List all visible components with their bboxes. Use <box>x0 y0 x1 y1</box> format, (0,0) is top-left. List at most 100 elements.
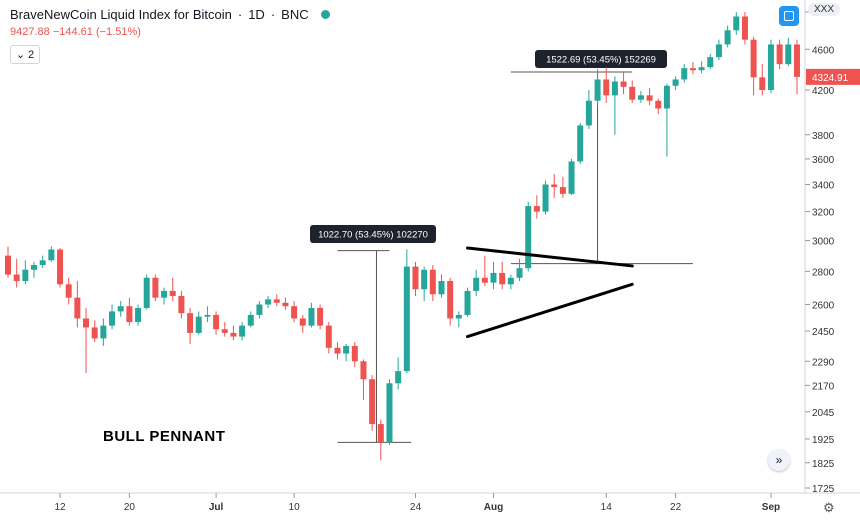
price-tick-label: 4600 <box>812 45 835 56</box>
symbol-title[interactable]: BraveNewCoin Liquid Index for Bitcoin <box>10 7 232 22</box>
candle-body <box>681 68 688 80</box>
time-axis: 12 20 Jul 10 24 Aug 14 22 Sep <box>0 492 860 513</box>
candle-body <box>247 314 254 326</box>
candle-body <box>724 30 731 45</box>
price-tick-label: 2800 <box>812 267 835 278</box>
pennant-trendlines <box>466 246 634 339</box>
candle-body <box>117 306 124 312</box>
time-tick-label: Jul <box>209 502 224 513</box>
candle-body <box>741 16 748 40</box>
candle-body <box>620 81 627 87</box>
candle-body <box>525 206 532 269</box>
candle-body <box>594 79 601 101</box>
time-tick-label: 14 <box>601 502 613 513</box>
candle-body <box>603 79 610 96</box>
badge: XXX <box>808 3 841 16</box>
candle-body <box>403 266 410 372</box>
candle-body <box>421 269 428 290</box>
price-tick-label: 2045 <box>812 408 835 419</box>
time-tick-label: 12 <box>54 502 66 513</box>
separator: · <box>270 7 276 22</box>
candle-body <box>377 424 384 443</box>
price-tick-label: 1925 <box>812 435 835 446</box>
price-tick-label: 3200 <box>812 208 835 219</box>
candle-body <box>516 268 523 278</box>
measure-label: 1022.70 (53.45%) 102270 <box>318 230 428 241</box>
candle-body <box>429 269 436 295</box>
candle-body <box>325 325 332 348</box>
candle-body <box>707 57 714 68</box>
exchange-label: BNC <box>281 7 309 22</box>
double-chevron-right-icon: » <box>775 453 783 467</box>
candle-body <box>611 81 618 96</box>
candle-body <box>135 307 142 323</box>
candle-body <box>455 314 462 319</box>
candle-body <box>750 39 757 78</box>
pennant-trendline <box>466 282 634 339</box>
candle-body <box>221 329 228 333</box>
price-tick-label: 1825 <box>812 459 835 470</box>
candle-body <box>568 161 575 194</box>
candle-body <box>195 316 202 333</box>
price-tick-label: 1725 <box>812 484 835 495</box>
candle-body <box>551 184 558 188</box>
candle-body <box>499 272 506 285</box>
candle-body <box>412 266 419 290</box>
interval-label[interactable]: 1D <box>248 7 265 22</box>
candle-body <box>239 325 246 337</box>
time-tick-label: Aug <box>484 502 503 513</box>
candle-body <box>13 274 20 282</box>
time-tick-label: 20 <box>124 502 136 513</box>
candle-body <box>395 371 402 384</box>
price-tick-label: 2290 <box>812 357 835 368</box>
candle-body <box>438 281 445 295</box>
candle-body <box>57 249 64 285</box>
candle-body <box>447 281 454 319</box>
last-price-bg <box>806 68 860 85</box>
candle-body <box>143 277 150 308</box>
candle-body <box>83 318 90 328</box>
candle-body <box>282 302 289 307</box>
candle-body <box>126 306 133 323</box>
indicators-toggle[interactable]: ⌄ 2 <box>10 45 40 64</box>
candle-body <box>776 44 783 65</box>
candle-body <box>65 284 72 298</box>
candle-body <box>559 187 566 194</box>
gear-icon[interactable]: ⚙ <box>823 500 835 515</box>
time-tick-label: 22 <box>670 502 682 513</box>
time-tick-label: 10 <box>289 502 301 513</box>
candle-body <box>230 332 237 337</box>
candle-body <box>161 290 168 298</box>
candle-body <box>759 77 766 90</box>
price-axis: 1725 1825 1925 2045 2170 2290 2450 2600 2800 3000… <box>804 0 860 495</box>
candle-body <box>629 86 636 100</box>
price-change-readout: 9427.88 −144.61 (−1.51%) <box>10 26 141 38</box>
candle-series <box>5 12 800 461</box>
candle-body <box>204 314 211 317</box>
candle-body <box>91 327 98 339</box>
candle-body <box>178 295 185 314</box>
candle-body <box>464 290 471 315</box>
candle-body <box>481 277 488 283</box>
candle-body <box>213 314 220 330</box>
price-tick-label: 2600 <box>812 300 835 311</box>
candle-body <box>265 299 272 305</box>
candle-body <box>663 85 670 109</box>
candle-body <box>672 79 679 86</box>
fullscreen-button[interactable] <box>779 6 799 26</box>
candle-body <box>733 16 740 31</box>
time-tick-label: 24 <box>410 502 422 513</box>
candle-body <box>299 318 306 326</box>
measure-label-bg <box>310 225 436 243</box>
measurement-tools: 1022.70 (53.45%) 102270 1522.69 (53.45%) … <box>310 50 693 443</box>
candle-body <box>152 277 159 298</box>
scroll-to-realtime-button[interactable]: » <box>768 449 790 471</box>
candle-body <box>291 306 298 319</box>
pennant-trendline <box>466 246 634 268</box>
last-price-label: 4324.91 <box>812 73 849 84</box>
candle-body <box>655 100 662 109</box>
candle-body <box>785 44 792 65</box>
candle-body <box>386 383 393 443</box>
